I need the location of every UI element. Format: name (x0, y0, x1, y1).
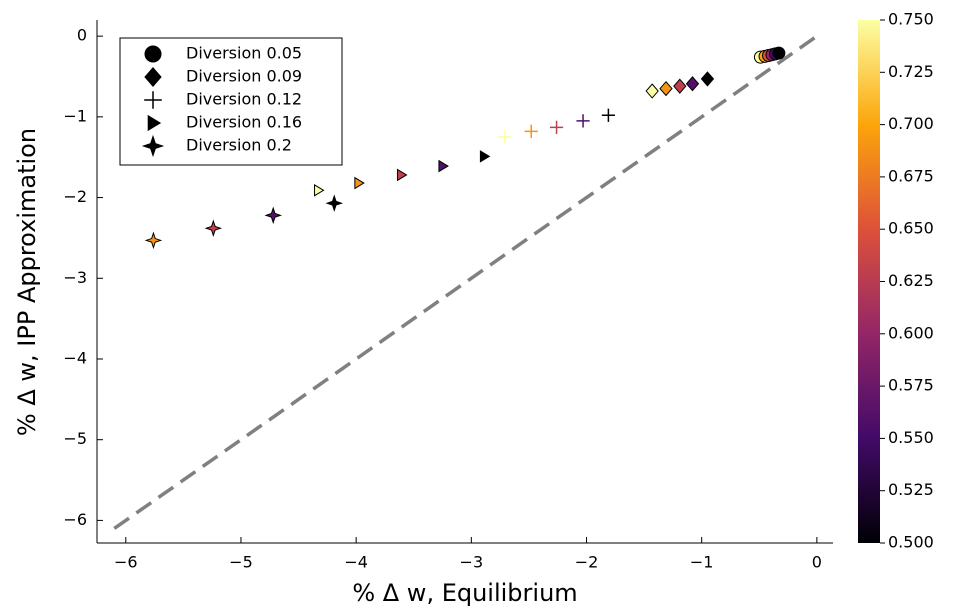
y-tick-label: 0 (77, 26, 87, 45)
marker (498, 130, 512, 144)
x-tick-label: −4 (344, 553, 368, 572)
marker (147, 114, 162, 132)
marker (141, 134, 165, 158)
marker (645, 83, 659, 99)
colorbar-tick-label: 0.650 (888, 219, 934, 238)
marker (549, 120, 564, 134)
x-tick-label: −2 (575, 553, 599, 572)
marker (314, 184, 325, 197)
x-tick-label: −1 (690, 553, 714, 572)
x-tick-label: −5 (229, 553, 253, 572)
marker (438, 159, 449, 173)
colorbar-tick-label: 0.700 (888, 114, 934, 133)
marker (601, 108, 615, 122)
marker (659, 80, 673, 97)
marker (772, 46, 786, 60)
marker (144, 45, 162, 63)
legend-label: Diversion 0.16 (186, 113, 302, 132)
colorbar-tick-label: 0.750 (888, 10, 934, 29)
y-tick-label: −1 (63, 106, 87, 125)
marker (576, 114, 590, 128)
y-tick-label: −6 (63, 510, 87, 529)
marker (264, 206, 283, 225)
legend-label: Diversion 0.12 (186, 90, 302, 109)
x-tick-label: 0 (812, 553, 822, 572)
colorbar-tick-label: 0.550 (888, 428, 934, 447)
y-tick-label: −2 (63, 187, 87, 206)
y-tick-label: −4 (63, 348, 87, 367)
marker (354, 176, 365, 190)
colorbar-tick-label: 0.525 (888, 480, 934, 499)
y-tick-label: −3 (63, 268, 87, 287)
x-tick-label: −6 (114, 553, 138, 572)
legend-label: Diversion 0.09 (186, 67, 302, 86)
colorbar-tick-label: 0.675 (888, 166, 934, 185)
y-tick-label: −5 (63, 429, 87, 448)
x-tick-label: −3 (460, 553, 484, 572)
marker (524, 124, 538, 138)
marker (204, 219, 223, 238)
marker (396, 168, 408, 182)
marker (673, 78, 687, 94)
reference-line (113, 34, 818, 530)
marker (479, 150, 491, 163)
colorbar (858, 20, 880, 543)
marker (144, 67, 162, 87)
marker (700, 71, 715, 87)
legend-label: Diversion 0.05 (186, 44, 302, 63)
colorbar-tick-label: 0.500 (888, 533, 934, 552)
y-axis-label: % Δ w, IPP Approximation (13, 128, 41, 436)
marker (144, 231, 163, 250)
colorbar-tick-label: 0.575 (888, 376, 934, 395)
marker (685, 76, 700, 92)
colorbar-tick-label: 0.600 (888, 323, 934, 342)
colorbar-tick-label: 0.725 (888, 62, 934, 81)
colorbar-tick-label: 0.625 (888, 271, 934, 290)
marker (144, 91, 162, 109)
x-axis-label: % Δ w, Equilibrium (352, 579, 577, 607)
legend-label: Diversion 0.2 (186, 136, 292, 155)
marker (325, 194, 344, 212)
